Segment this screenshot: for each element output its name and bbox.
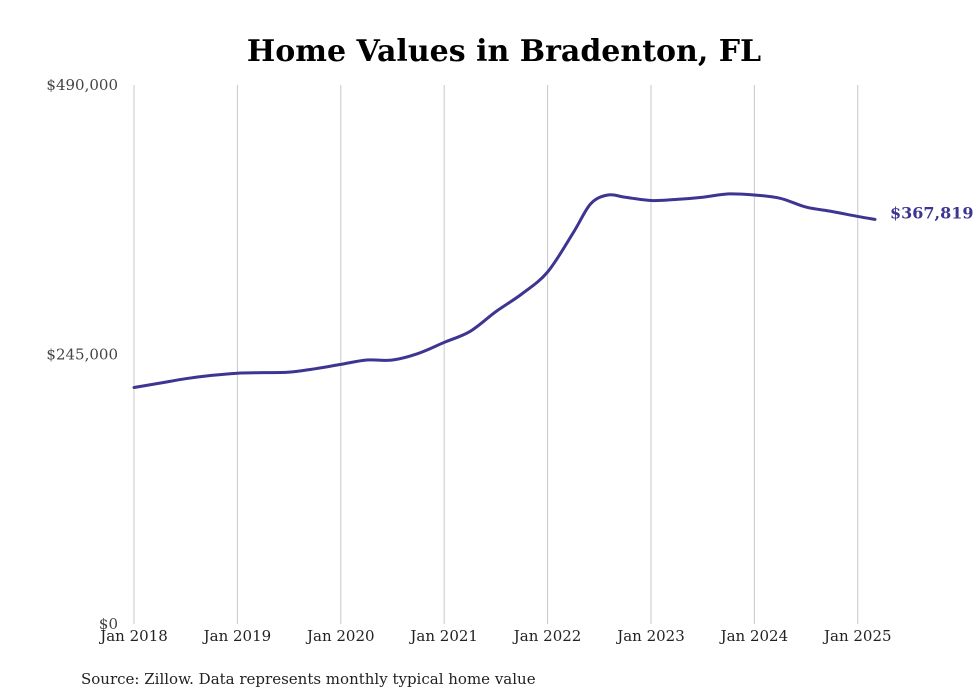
source-note: Source: Zillow. Data represents monthly … xyxy=(81,670,536,688)
x-tick-label: Jan 2023 xyxy=(615,627,685,645)
gridlines xyxy=(133,85,859,624)
x-tick-label: Jan 2024 xyxy=(719,627,789,645)
y-tick-label: $0 xyxy=(99,615,118,633)
series-line xyxy=(132,192,877,389)
y-tick-label: $490,000 xyxy=(46,76,118,94)
x-tick-label: Jan 2020 xyxy=(305,627,375,645)
x-axis-ticks: Jan 2018 Jan 2019 Jan 2020 Jan 2021 Jan 2022… xyxy=(98,627,891,645)
x-tick-label: Jan 2022 xyxy=(512,627,582,645)
x-tick-label: Jan 2025 xyxy=(822,627,892,645)
x-tick-label: Jan 2021 xyxy=(408,627,478,645)
chart-title: Home Values in Bradenton, FL xyxy=(247,34,761,69)
end-value-label: $367,819 xyxy=(890,203,974,222)
x-tick-label: Jan 2019 xyxy=(202,627,272,645)
y-tick-label: $245,000 xyxy=(46,346,118,364)
y-axis-ticks: $0 $245,000 $490,000 xyxy=(46,76,118,633)
x-tick-label: Jan 2018 xyxy=(98,627,168,645)
series-layer: $367,819 xyxy=(132,192,974,389)
